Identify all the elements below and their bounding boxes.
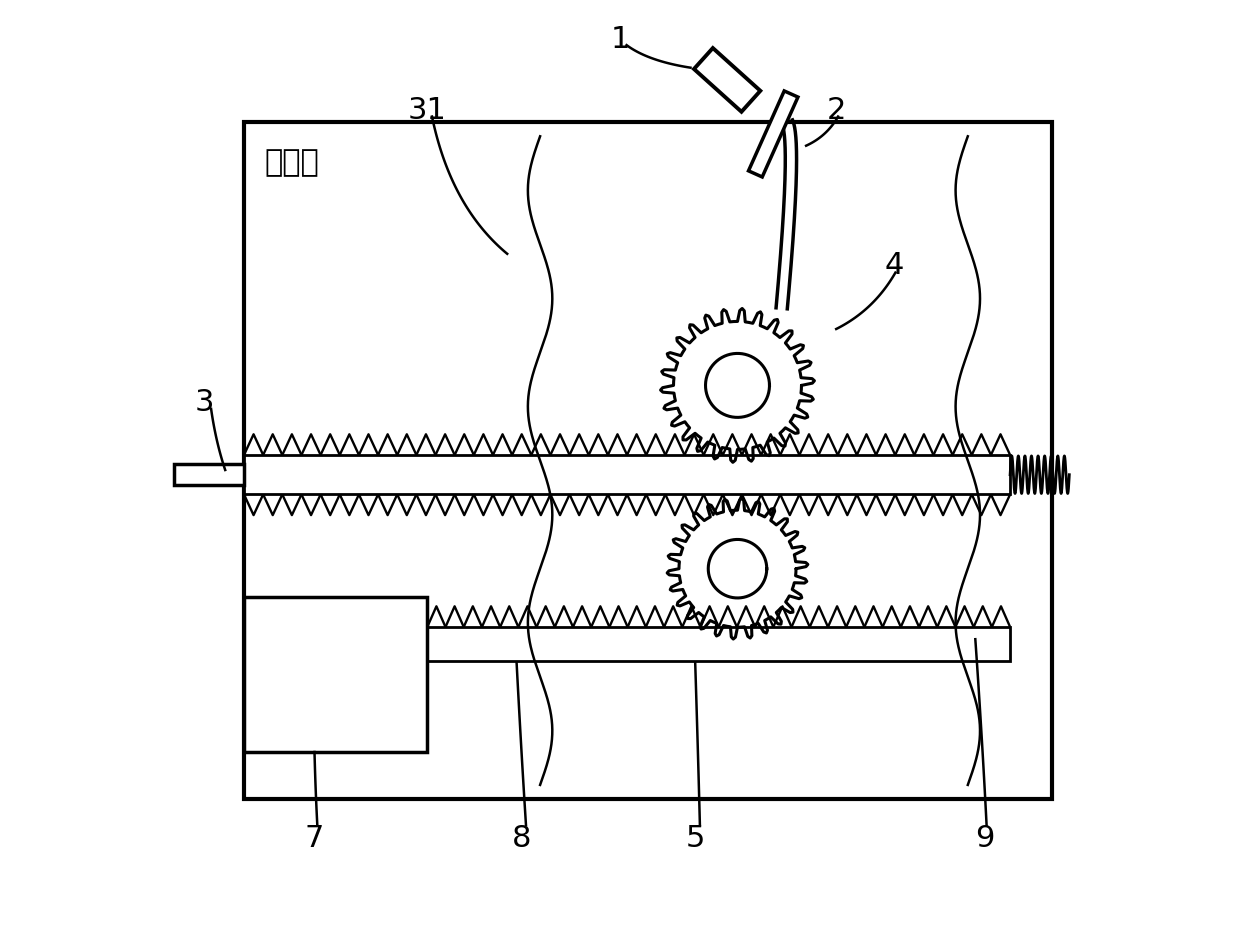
Bar bbox=[428, 627, 1011, 661]
Text: 9: 9 bbox=[975, 824, 994, 853]
Text: 4: 4 bbox=[885, 251, 904, 279]
Bar bbox=[174, 464, 244, 485]
Polygon shape bbox=[694, 48, 760, 112]
Polygon shape bbox=[749, 91, 799, 177]
Text: 主视图: 主视图 bbox=[264, 149, 320, 178]
Bar bbox=[244, 122, 1053, 799]
Text: 7: 7 bbox=[305, 824, 324, 853]
Text: 1: 1 bbox=[610, 25, 630, 54]
Text: 31: 31 bbox=[408, 97, 446, 125]
Bar bbox=[244, 455, 1011, 494]
Text: 5: 5 bbox=[686, 824, 704, 853]
Text: 3: 3 bbox=[195, 388, 215, 416]
Bar bbox=[244, 597, 428, 752]
Text: 8: 8 bbox=[512, 824, 531, 853]
Text: 2: 2 bbox=[827, 97, 846, 125]
